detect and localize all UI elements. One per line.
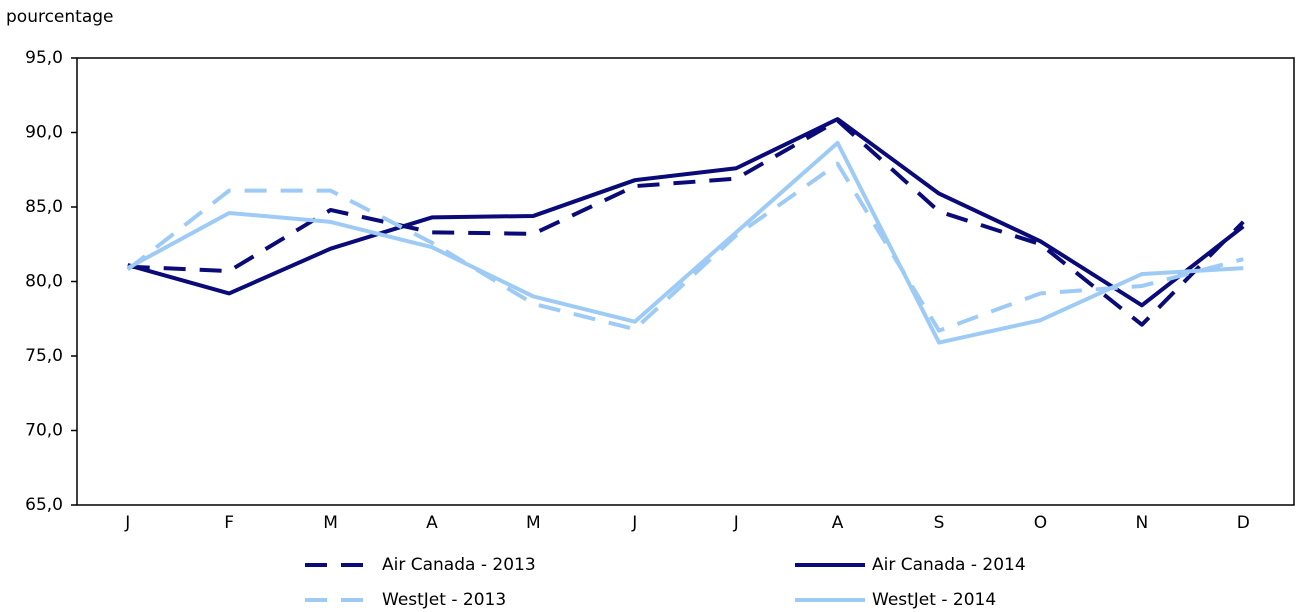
line-series: [127, 117, 1245, 308]
legend-label: WestJet - 2013: [382, 590, 506, 610]
legend-label: WestJet - 2014: [872, 590, 996, 610]
line-series: [126, 140, 1244, 345]
line-series: [127, 118, 1245, 327]
y-tick-label: 75,0: [25, 346, 63, 366]
x-tick-label: D: [1237, 513, 1250, 533]
y-tick-label: 90,0: [25, 123, 63, 143]
y-tick-label: 80,0: [25, 272, 63, 292]
x-tick-label: M: [526, 513, 541, 533]
legend-label: Air Canada - 2013: [382, 555, 536, 575]
x-tick-label: J: [631, 513, 637, 533]
x-tick-label: A: [832, 513, 844, 533]
x-tick-label: A: [426, 513, 438, 533]
x-tick-label: J: [733, 513, 739, 533]
x-tick-label: O: [1034, 513, 1047, 533]
legend-label: Air Canada - 2014: [872, 555, 1026, 575]
y-tick-label: 70,0: [25, 421, 63, 441]
y-tick-label: 65,0: [25, 495, 63, 515]
y-axis-label: pourcentage: [6, 7, 114, 27]
x-tick-label: M: [323, 513, 338, 533]
y-tick-label: 85,0: [25, 197, 63, 217]
x-tick-label: S: [934, 513, 945, 533]
y-tick-label: 95,0: [25, 48, 63, 68]
x-tick-label: J: [124, 513, 130, 533]
x-tick-label: N: [1136, 513, 1149, 533]
x-tick-label: F: [224, 513, 234, 533]
